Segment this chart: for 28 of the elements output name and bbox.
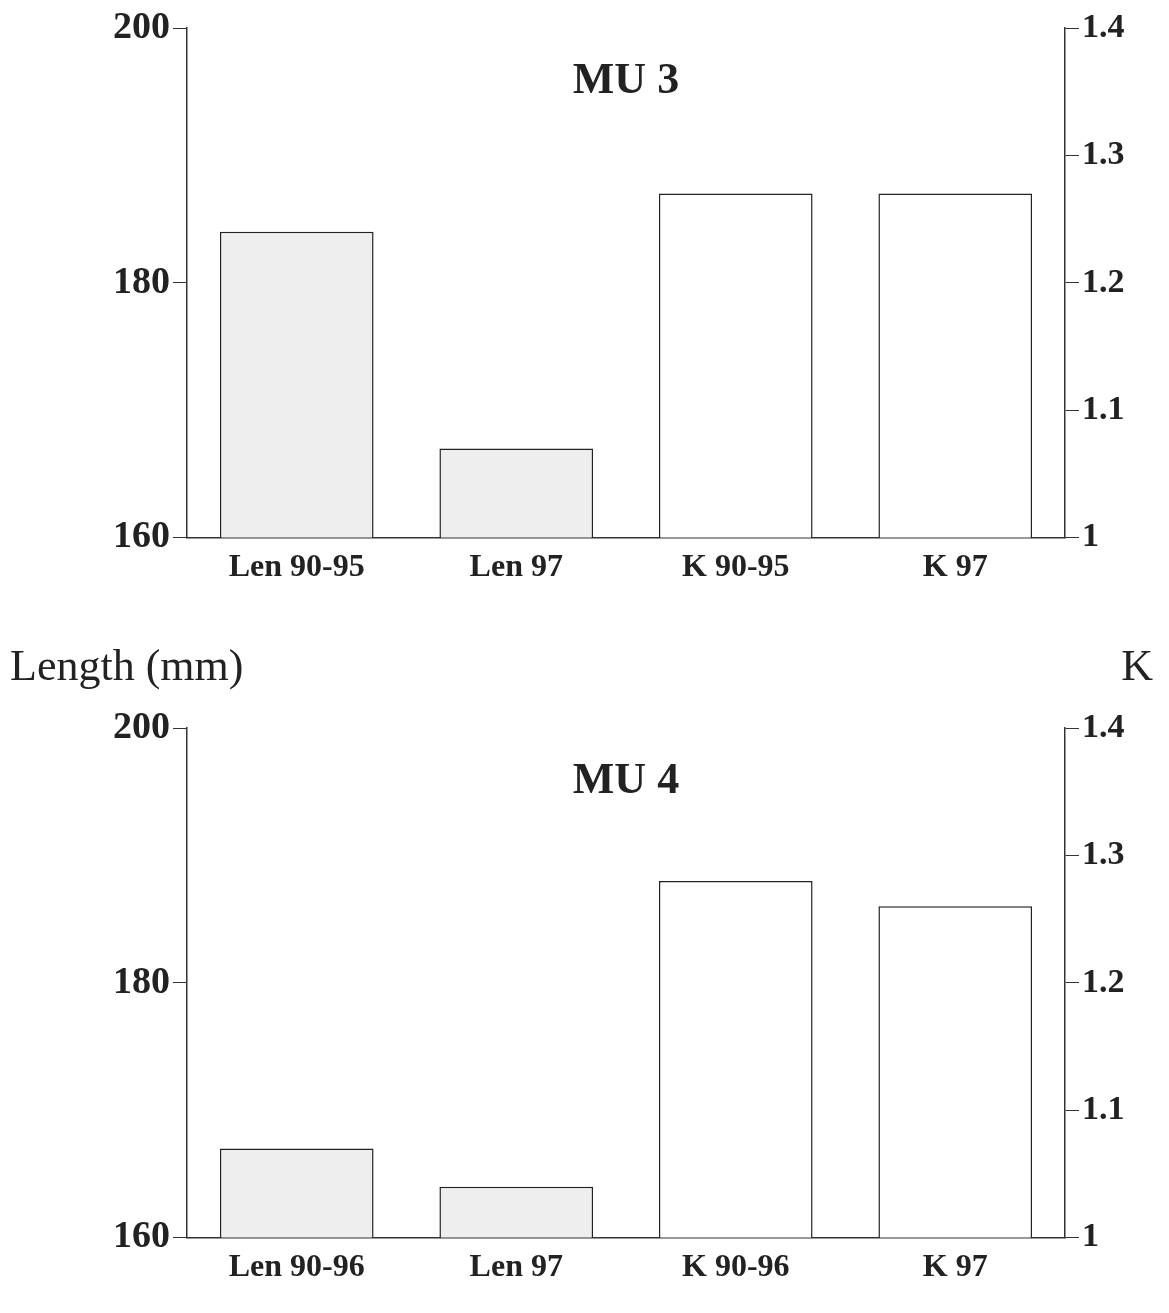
x-tick-label: K 97 [922,547,988,584]
y-axis-title: Length (mm) [10,640,244,691]
y-tick-label: 160 [113,513,170,556]
text: MU 4 [572,754,680,803]
x-tick-label: Len 90-95 [228,547,365,584]
y2-tick-label: 1.3 [1082,134,1125,172]
y2-tick-label: 1.2 [1082,261,1125,299]
text: MU 3 [572,54,680,103]
y2-tick-label: 1.4 [1082,706,1125,744]
y2-tick-label: 1.1 [1082,388,1125,426]
x-tick-label: Len 90-96 [228,1247,365,1284]
x-tick-label: Len 97 [469,1247,563,1284]
x-tick-label: K 97 [922,1247,988,1284]
x-tick-label: K 90-96 [681,1247,790,1284]
x-tick-label: Len 97 [469,547,563,584]
y2-axis-title: K [1121,640,1153,691]
y2-tick-label: 1 [1082,516,1099,554]
y-tick-label: 200 [113,3,170,46]
y2-tick-label: 1 [1082,1216,1099,1254]
y2-tick-label: 1.2 [1082,961,1125,999]
y2-tick-label: 1.4 [1082,6,1125,44]
y-tick-label: 200 [113,703,170,746]
y2-tick-label: 1.3 [1082,834,1125,872]
y-tick-label: 180 [113,258,170,301]
y-tick-label: 180 [113,958,170,1001]
y2-tick-label: 1.1 [1082,1088,1125,1126]
y-tick-label: 160 [113,1213,170,1256]
x-tick-label: K 90-95 [681,547,790,584]
